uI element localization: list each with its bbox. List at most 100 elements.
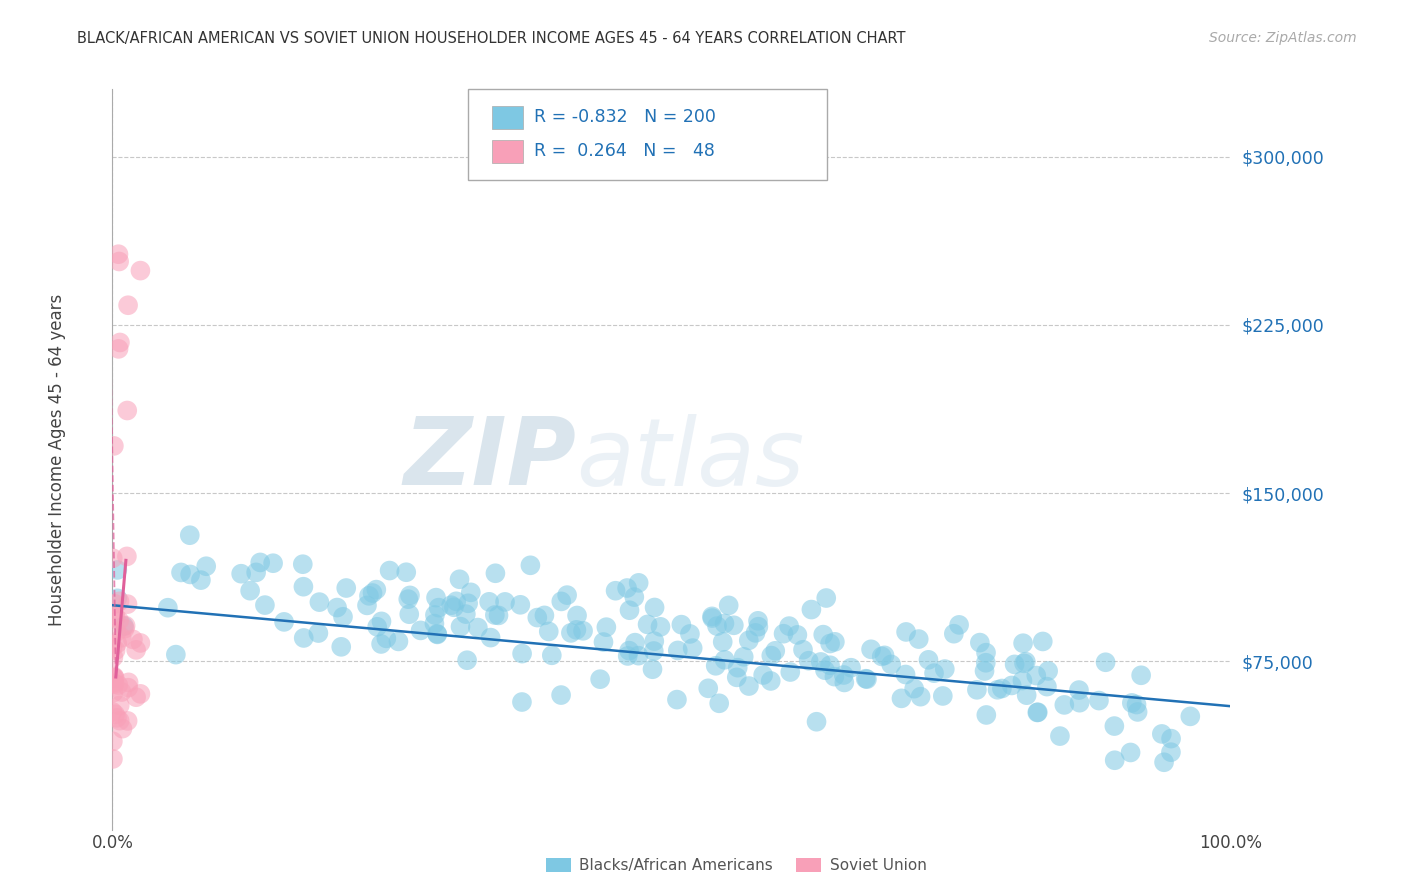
Point xyxy=(1026,706,1049,720)
Point xyxy=(1067,683,1090,698)
Point xyxy=(1025,668,1047,682)
Point xyxy=(104,677,127,691)
Point xyxy=(725,670,748,684)
Point xyxy=(105,563,128,577)
Point xyxy=(763,644,786,658)
Point xyxy=(330,640,353,654)
Point xyxy=(108,714,131,728)
Point xyxy=(682,641,704,656)
Point xyxy=(479,631,502,645)
Point xyxy=(387,634,409,648)
Point xyxy=(425,591,447,605)
Text: atlas: atlas xyxy=(576,414,804,505)
Point xyxy=(814,663,837,677)
Point xyxy=(627,575,650,590)
Point xyxy=(107,342,129,356)
Point xyxy=(617,643,640,657)
Point xyxy=(1001,678,1024,692)
Point xyxy=(409,624,432,638)
Point xyxy=(117,597,139,611)
Point xyxy=(170,566,193,580)
Point xyxy=(550,688,572,702)
Point xyxy=(966,682,988,697)
Text: Soviet Union: Soviet Union xyxy=(830,858,927,872)
Point xyxy=(117,714,139,728)
Point xyxy=(1130,668,1153,682)
Point xyxy=(1036,664,1059,678)
Point xyxy=(165,648,187,662)
Text: R = -0.832   N = 200: R = -0.832 N = 200 xyxy=(534,108,716,126)
Point xyxy=(572,624,595,638)
Point xyxy=(398,607,420,622)
Point xyxy=(948,618,970,632)
Point xyxy=(108,698,131,713)
Point xyxy=(129,687,152,701)
Point xyxy=(450,619,472,633)
Point xyxy=(666,643,689,657)
Point xyxy=(976,708,998,723)
Point xyxy=(637,617,659,632)
Point xyxy=(103,685,125,699)
Point xyxy=(1121,696,1143,710)
Point xyxy=(709,696,731,710)
Point xyxy=(108,254,131,268)
Point xyxy=(101,752,124,766)
Point xyxy=(117,675,139,690)
Point xyxy=(797,654,820,668)
Point xyxy=(832,668,855,682)
Point xyxy=(907,632,929,646)
Point xyxy=(107,247,129,261)
Point xyxy=(370,615,392,629)
Point xyxy=(616,581,638,595)
Point xyxy=(1049,729,1071,743)
Point xyxy=(104,607,127,622)
Text: BLACK/AFRICAN AMERICAN VS SOVIET UNION HOUSEHOLDER INCOME AGES 45 - 64 YEARS COR: BLACK/AFRICAN AMERICAN VS SOVIET UNION H… xyxy=(77,31,905,46)
Point xyxy=(772,626,794,640)
Point xyxy=(1012,636,1035,650)
Point xyxy=(179,567,201,582)
Point xyxy=(366,620,388,634)
Point xyxy=(356,599,378,613)
Point xyxy=(467,621,489,635)
Point xyxy=(550,594,572,608)
Point xyxy=(650,620,672,634)
Point xyxy=(395,566,418,580)
Point xyxy=(484,566,506,581)
Point xyxy=(713,616,735,631)
Point xyxy=(456,653,478,667)
Point xyxy=(440,598,463,612)
Point xyxy=(117,298,139,312)
Point xyxy=(101,734,124,748)
Point xyxy=(839,661,862,675)
Point xyxy=(111,685,134,699)
Point xyxy=(727,661,749,675)
Point xyxy=(1011,673,1033,688)
Point xyxy=(103,670,125,684)
Point xyxy=(733,649,755,664)
Point xyxy=(156,600,179,615)
Point xyxy=(308,595,330,609)
Point xyxy=(880,657,903,672)
Point xyxy=(1026,706,1049,720)
Point xyxy=(910,690,932,704)
Point xyxy=(1015,688,1038,702)
Point xyxy=(671,617,693,632)
Point xyxy=(759,673,782,688)
Point xyxy=(813,627,835,641)
Point xyxy=(533,608,555,623)
Point xyxy=(101,640,124,655)
Point xyxy=(460,585,482,599)
Point xyxy=(922,666,945,681)
Point xyxy=(973,664,995,678)
Point xyxy=(249,556,271,570)
Point xyxy=(105,591,128,606)
Point xyxy=(679,627,702,641)
Point xyxy=(903,681,925,696)
Point xyxy=(792,642,814,657)
Point xyxy=(332,609,354,624)
Point xyxy=(986,682,1008,697)
Point xyxy=(190,573,212,587)
Point xyxy=(262,556,284,570)
Point xyxy=(129,636,152,650)
Point xyxy=(335,581,357,595)
